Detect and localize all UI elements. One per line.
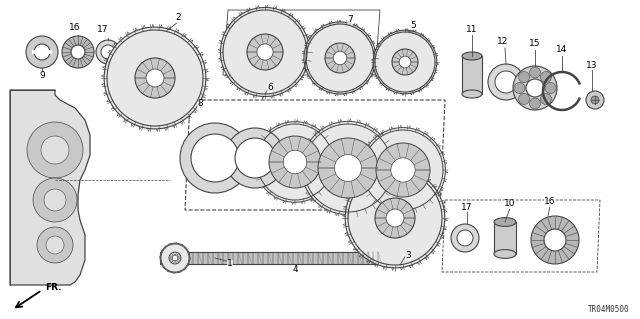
Circle shape: [529, 98, 541, 109]
Circle shape: [586, 91, 604, 109]
Circle shape: [255, 122, 335, 202]
Ellipse shape: [494, 218, 516, 226]
Circle shape: [518, 71, 529, 83]
Circle shape: [33, 178, 77, 222]
Text: 5: 5: [410, 20, 416, 29]
Polygon shape: [10, 90, 90, 285]
Text: 15: 15: [529, 40, 541, 48]
Circle shape: [399, 56, 411, 68]
Bar: [494, 222, 516, 254]
Circle shape: [46, 236, 64, 254]
Circle shape: [513, 66, 557, 110]
Text: 14: 14: [556, 46, 568, 55]
Text: 1: 1: [227, 259, 233, 269]
Circle shape: [540, 71, 552, 83]
Circle shape: [41, 136, 69, 164]
Text: 16: 16: [544, 197, 556, 206]
Text: 11: 11: [467, 26, 477, 34]
Circle shape: [169, 252, 181, 264]
Text: 4: 4: [292, 265, 298, 275]
Circle shape: [375, 198, 415, 238]
Circle shape: [62, 36, 94, 68]
Circle shape: [335, 154, 362, 182]
Circle shape: [540, 93, 552, 104]
Circle shape: [284, 150, 307, 174]
Circle shape: [373, 30, 437, 94]
Circle shape: [360, 128, 445, 212]
Circle shape: [160, 243, 190, 273]
Text: TR04M0500: TR04M0500: [588, 305, 630, 314]
Circle shape: [591, 96, 599, 104]
Circle shape: [451, 224, 479, 252]
Circle shape: [135, 58, 175, 98]
Text: 12: 12: [497, 38, 509, 47]
Circle shape: [529, 67, 541, 78]
Text: 8: 8: [197, 100, 203, 108]
Circle shape: [235, 138, 275, 178]
Circle shape: [191, 134, 239, 182]
Circle shape: [269, 136, 321, 188]
Circle shape: [172, 255, 178, 261]
Circle shape: [392, 49, 418, 75]
Circle shape: [376, 143, 430, 197]
Text: 16: 16: [69, 23, 81, 32]
Text: 17: 17: [97, 26, 109, 34]
Circle shape: [27, 122, 83, 178]
Circle shape: [544, 229, 566, 251]
Circle shape: [318, 138, 378, 198]
Circle shape: [345, 168, 445, 268]
Text: 17: 17: [461, 203, 473, 211]
Circle shape: [247, 34, 283, 70]
Circle shape: [225, 128, 285, 188]
Text: 7: 7: [347, 16, 353, 25]
Circle shape: [495, 71, 517, 93]
Text: 13: 13: [586, 61, 598, 70]
Circle shape: [101, 45, 115, 59]
Text: 3: 3: [405, 251, 411, 261]
Circle shape: [26, 36, 58, 68]
Circle shape: [531, 216, 579, 264]
Circle shape: [44, 189, 66, 211]
Circle shape: [104, 27, 206, 129]
Circle shape: [325, 43, 355, 73]
Circle shape: [457, 230, 473, 246]
Circle shape: [391, 158, 415, 182]
Text: 2: 2: [175, 13, 181, 23]
Text: 6: 6: [267, 84, 273, 93]
Circle shape: [96, 40, 120, 64]
Bar: [160, 252, 385, 264]
Text: 9: 9: [39, 71, 45, 80]
Circle shape: [180, 123, 250, 193]
Ellipse shape: [494, 249, 516, 258]
Bar: [462, 56, 482, 94]
Circle shape: [34, 44, 50, 60]
Circle shape: [545, 83, 556, 93]
Ellipse shape: [462, 90, 482, 98]
Circle shape: [37, 227, 73, 263]
Text: 10: 10: [504, 199, 516, 209]
Ellipse shape: [462, 52, 482, 60]
Circle shape: [333, 51, 347, 65]
Circle shape: [71, 45, 85, 59]
Circle shape: [526, 79, 544, 97]
Circle shape: [220, 7, 310, 97]
Text: FR.: FR.: [45, 283, 61, 292]
Circle shape: [304, 22, 376, 94]
Circle shape: [146, 69, 164, 87]
Circle shape: [386, 209, 404, 227]
Circle shape: [518, 93, 529, 104]
Circle shape: [257, 44, 273, 60]
Circle shape: [488, 64, 524, 100]
Circle shape: [514, 83, 525, 93]
Circle shape: [301, 121, 395, 215]
